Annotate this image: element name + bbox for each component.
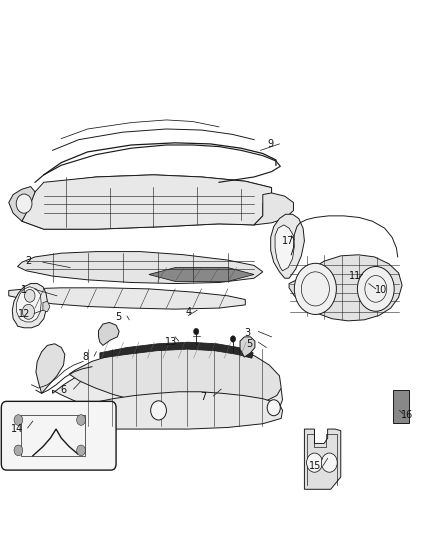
Circle shape [294, 263, 336, 314]
Text: 6: 6 [60, 385, 67, 395]
Text: 13: 13 [165, 337, 177, 347]
Text: 8: 8 [82, 352, 88, 362]
Text: 4: 4 [185, 307, 191, 317]
Polygon shape [275, 225, 294, 271]
Circle shape [194, 328, 199, 335]
Text: 10: 10 [375, 286, 387, 295]
Circle shape [321, 453, 337, 472]
Polygon shape [99, 322, 119, 345]
Text: 12: 12 [18, 310, 30, 319]
FancyBboxPatch shape [393, 390, 409, 423]
Circle shape [77, 445, 85, 456]
Polygon shape [149, 268, 254, 281]
Text: 7: 7 [201, 392, 207, 402]
Polygon shape [289, 255, 402, 321]
Polygon shape [31, 175, 272, 200]
Polygon shape [12, 284, 47, 328]
Circle shape [230, 336, 236, 342]
Polygon shape [53, 392, 283, 429]
Circle shape [307, 453, 322, 472]
Text: 5: 5 [247, 339, 253, 349]
Polygon shape [36, 344, 65, 393]
FancyBboxPatch shape [1, 401, 116, 470]
Circle shape [14, 445, 23, 456]
Polygon shape [9, 187, 35, 221]
Polygon shape [271, 214, 304, 278]
Text: 16: 16 [401, 410, 413, 419]
Polygon shape [240, 337, 255, 357]
Circle shape [267, 400, 280, 416]
Circle shape [151, 401, 166, 420]
Circle shape [357, 266, 394, 311]
Text: 14: 14 [11, 424, 24, 434]
Text: 3: 3 [244, 328, 251, 338]
Polygon shape [100, 342, 253, 358]
Circle shape [14, 415, 23, 425]
Polygon shape [254, 193, 293, 225]
Circle shape [16, 194, 32, 213]
Circle shape [22, 304, 35, 319]
Text: 9: 9 [268, 139, 274, 149]
Polygon shape [53, 352, 283, 427]
Text: 15: 15 [309, 462, 321, 471]
Text: 2: 2 [25, 256, 32, 266]
Polygon shape [9, 288, 245, 309]
Polygon shape [18, 252, 263, 284]
Text: 1: 1 [21, 286, 27, 295]
Polygon shape [22, 204, 263, 229]
Circle shape [77, 415, 85, 425]
Circle shape [25, 289, 35, 302]
Polygon shape [22, 175, 272, 229]
Text: 5: 5 [115, 312, 121, 322]
Text: 11: 11 [349, 271, 361, 281]
Polygon shape [17, 287, 41, 322]
Polygon shape [43, 301, 50, 312]
Polygon shape [304, 429, 341, 489]
Polygon shape [69, 344, 281, 408]
Text: 17: 17 [282, 236, 294, 246]
